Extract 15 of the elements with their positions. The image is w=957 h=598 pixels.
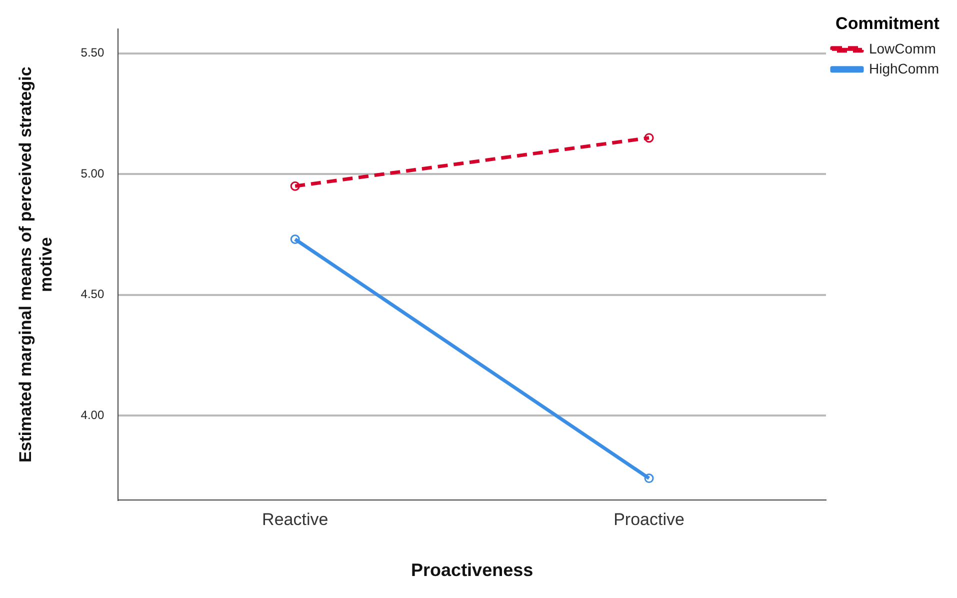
point <box>644 474 654 484</box>
y-tick-label: 4.00 <box>80 408 104 422</box>
point <box>290 234 300 244</box>
y-tick-label: 5.00 <box>80 166 104 180</box>
x-tick-label: Reactive <box>262 510 328 529</box>
legend-label: HighComm <box>868 60 939 76</box>
legend-label: LowComm <box>868 40 936 56</box>
x-axis-title: Proactiveness <box>411 560 534 580</box>
y-axis-title: Estimated marginal means of perceived strategic motive <box>16 66 56 463</box>
point <box>290 181 300 191</box>
x-tick-label: Proactive <box>614 510 684 529</box>
y-tick-label: 4.50 <box>80 287 104 302</box>
y-tick-label: 5.50 <box>80 46 104 60</box>
point <box>644 133 654 143</box>
legend-title: Commitment <box>836 14 940 34</box>
